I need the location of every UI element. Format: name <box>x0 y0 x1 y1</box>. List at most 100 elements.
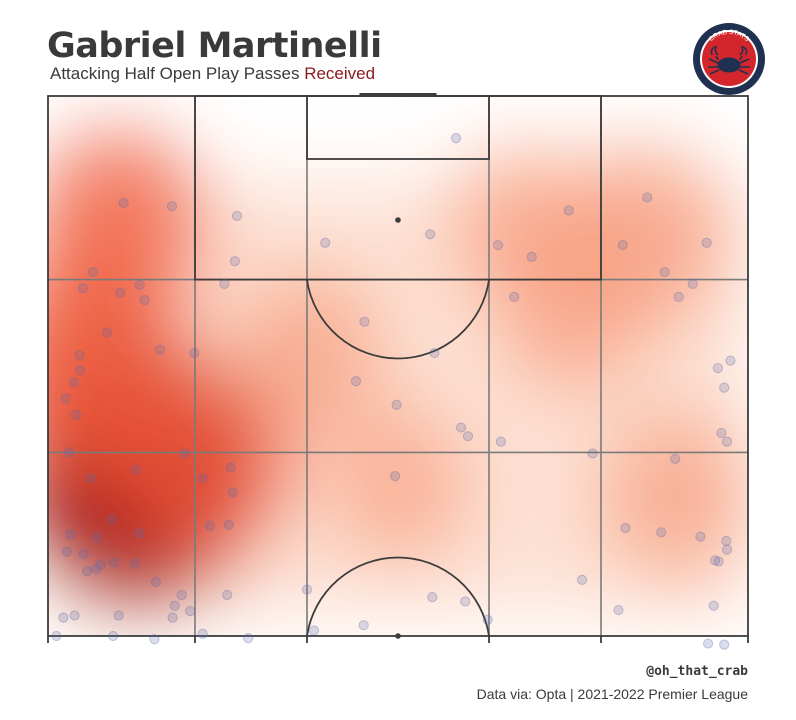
pass-point <box>65 529 76 540</box>
pass-point <box>391 399 402 410</box>
pass-point <box>219 278 230 290</box>
pass-point <box>129 558 140 569</box>
data-source: Data via: Opta | 2021-2022 Premier Leagu… <box>476 686 748 702</box>
pass-point <box>222 589 233 601</box>
pass-point <box>425 229 436 240</box>
pass-point <box>51 630 62 642</box>
pass-point <box>455 422 467 433</box>
pass-point <box>197 628 208 639</box>
heat-hotspot <box>48 130 204 321</box>
pass-point <box>118 197 129 209</box>
pass-point <box>670 453 681 464</box>
pass-point <box>134 279 145 291</box>
pass-point <box>719 382 730 393</box>
pass-point <box>725 355 736 366</box>
pass-point <box>673 291 684 302</box>
pass-point <box>150 576 161 588</box>
pitch-markings <box>47 93 749 643</box>
pass-point <box>462 431 474 442</box>
pass-point <box>82 566 93 577</box>
pass-point <box>708 600 719 611</box>
pass-point <box>197 473 208 484</box>
heat-blobs <box>48 130 748 615</box>
pass-point <box>106 514 117 525</box>
pass-point <box>482 614 493 625</box>
pass-point <box>587 448 598 459</box>
pass-point <box>451 133 462 144</box>
pass-point <box>493 239 504 251</box>
heat-hotspot <box>601 411 748 581</box>
pass-point <box>229 256 240 267</box>
pass-point <box>243 633 254 644</box>
pass-point <box>301 584 313 595</box>
pass-point <box>358 620 369 631</box>
pass-point <box>108 630 119 642</box>
pass-point <box>721 436 733 447</box>
pass-point <box>656 527 667 538</box>
pass-point <box>563 205 574 216</box>
chart-title: Gabriel Martinelli <box>47 26 382 66</box>
pass-point <box>429 347 440 359</box>
pass-point <box>169 600 180 611</box>
pass-point <box>85 473 96 484</box>
crab-stats-logo: CRAB STATS <box>693 23 765 95</box>
pass-point <box>91 563 102 575</box>
pass-point <box>713 556 724 567</box>
penalty-spot <box>395 217 401 223</box>
pass-point <box>68 377 80 388</box>
pass-point <box>701 237 712 248</box>
center-spot <box>395 633 401 639</box>
pass-point <box>133 528 145 539</box>
pass-point <box>509 291 520 302</box>
pass-point <box>131 464 142 475</box>
pass-point <box>703 638 714 649</box>
pass-point <box>223 519 234 530</box>
pass-point <box>577 574 588 585</box>
pass-point <box>390 471 401 482</box>
pass-point <box>70 409 82 420</box>
pass-point <box>78 548 89 560</box>
heat-hotspot <box>451 144 597 307</box>
pass-point <box>58 612 69 623</box>
pass-point <box>721 544 733 555</box>
pass-point <box>166 201 177 212</box>
heat-hotspot <box>113 364 291 562</box>
pass-point <box>526 251 537 263</box>
six-yard-box <box>306 95 490 160</box>
pass-point <box>108 557 119 568</box>
pass-point <box>716 427 727 439</box>
pass-point <box>61 546 73 557</box>
pass-point <box>617 239 628 251</box>
pass-point <box>91 532 103 543</box>
pass-point <box>320 237 331 248</box>
pass-point <box>75 365 86 376</box>
pass-point <box>659 266 670 278</box>
pass-point <box>613 604 624 616</box>
pass-point <box>115 287 126 298</box>
pass-point <box>167 612 178 623</box>
pass-point <box>139 295 150 306</box>
subtitle-main: Attacking Half Open Play Passes <box>50 64 300 83</box>
penalty-arc <box>306 279 490 360</box>
pass-point <box>719 639 730 650</box>
pass-point <box>189 347 200 359</box>
pass-point <box>308 625 320 636</box>
pass-point <box>227 487 238 498</box>
pass-point <box>687 278 698 290</box>
pass-point <box>154 344 166 355</box>
pass-point <box>495 436 506 447</box>
pass-point <box>69 610 80 621</box>
pass-point <box>176 589 187 601</box>
pass-point <box>87 266 98 278</box>
pass-point <box>179 448 190 459</box>
pass-point <box>77 283 89 294</box>
pass-point <box>642 192 653 203</box>
center-circle <box>306 556 490 637</box>
pass-point <box>620 522 631 534</box>
pass-point <box>350 376 362 387</box>
pass-points <box>51 133 736 650</box>
pass-point <box>204 520 215 531</box>
pass-point <box>231 210 243 221</box>
pass-point <box>185 606 196 617</box>
